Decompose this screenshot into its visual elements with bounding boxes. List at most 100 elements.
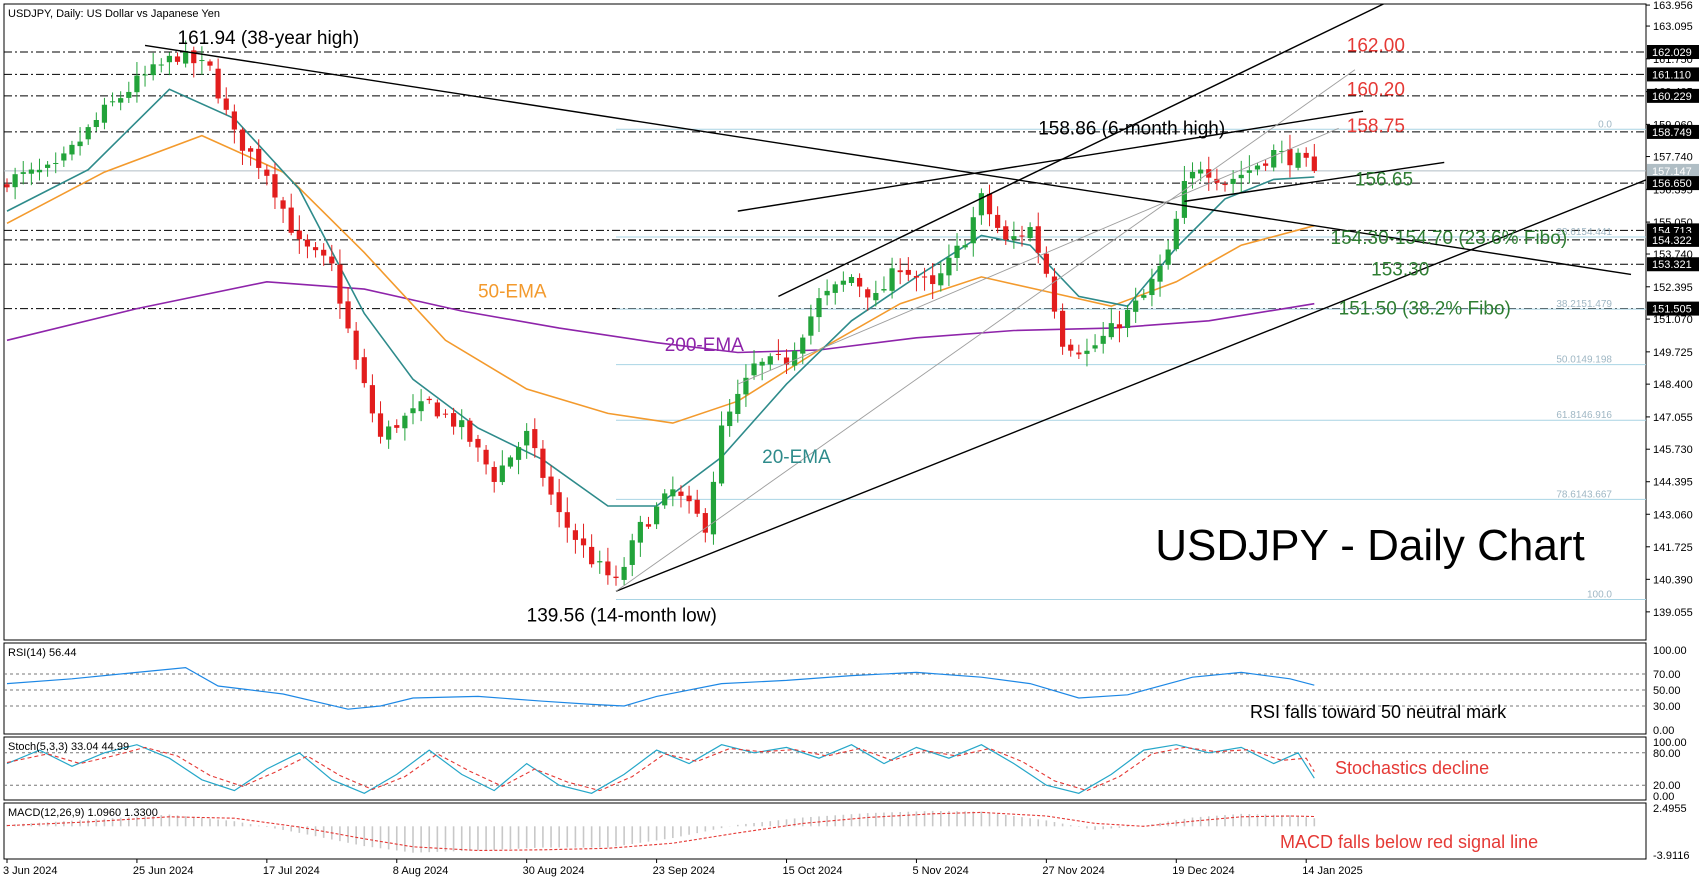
candle-body <box>288 207 294 233</box>
y-tick-label: 145.730 <box>1653 444 1693 456</box>
y-tick-label: 143.060 <box>1653 509 1693 521</box>
trendline <box>144 44 1632 276</box>
candle <box>921 267 928 291</box>
candle <box>499 450 505 486</box>
y-tick-label: 157.740 <box>1653 152 1693 164</box>
candle-body <box>101 104 108 123</box>
candle-body <box>792 350 798 366</box>
candle-body <box>1149 278 1155 296</box>
macd-panel: 2.4955 -3.9116 <box>6 803 1690 862</box>
candle-body <box>28 169 34 174</box>
price-tag: 162.029 <box>1647 45 1699 60</box>
candle <box>735 379 741 423</box>
candle-body <box>946 257 952 276</box>
candle-body <box>921 276 928 278</box>
candle <box>126 81 132 103</box>
price-tag-label: 151.505 <box>1652 304 1692 316</box>
candle-body <box>1303 152 1309 158</box>
candle <box>930 263 936 299</box>
y-tick-label: 144.395 <box>1653 477 1693 489</box>
candle <box>654 502 660 530</box>
candle <box>524 423 530 459</box>
candle <box>337 249 343 319</box>
candle <box>61 146 67 167</box>
candle <box>1246 155 1252 184</box>
candle-body <box>296 230 302 240</box>
candle-body <box>1133 300 1139 312</box>
candle <box>597 550 603 574</box>
candle <box>215 58 221 104</box>
candle-body <box>1189 171 1196 179</box>
candle <box>1133 287 1139 323</box>
rsi-annotation: RSI falls toward 50 neutral mark <box>1250 702 1507 722</box>
candle <box>426 396 432 404</box>
candle-body <box>783 357 790 365</box>
candle <box>727 399 733 437</box>
candle-body <box>109 101 116 103</box>
candle <box>1003 220 1009 245</box>
price-tag-box <box>1647 124 1699 139</box>
x-tick-label: 5 Nov 2024 <box>912 865 968 877</box>
candle-body <box>1157 265 1163 282</box>
annotation: 20-EMA <box>762 447 831 468</box>
candle <box>483 445 489 475</box>
rsi-tick-label: 0.00 <box>1653 725 1674 737</box>
candle <box>256 139 262 179</box>
candle-body <box>1287 148 1293 166</box>
candle <box>304 234 311 259</box>
candle-body <box>930 275 936 285</box>
stoch-k-line <box>6 744 1315 794</box>
candle-body <box>1084 350 1090 354</box>
annotation: 153.30 <box>1371 260 1429 281</box>
candle <box>93 112 99 132</box>
price-tag: 160.229 <box>1647 88 1699 103</box>
candle-body <box>970 217 976 244</box>
candle-body <box>459 420 465 428</box>
candle-body <box>686 495 692 502</box>
fib-label: 23.6154.441 <box>1556 227 1612 238</box>
candle <box>53 152 59 174</box>
stoch-tick-label: 80.00 <box>1653 748 1681 760</box>
candle <box>767 353 773 370</box>
candle <box>710 471 717 545</box>
candle <box>329 244 335 272</box>
candle <box>694 489 700 518</box>
macd-label: MACD(12,26,9) 1.0960 1.3300 <box>8 807 158 819</box>
x-tick-label: 8 Aug 2024 <box>393 865 449 877</box>
candle-body <box>873 292 879 301</box>
candle <box>978 188 984 225</box>
candle-body <box>272 174 278 198</box>
thin-trendline <box>615 69 1356 592</box>
candle <box>670 476 676 507</box>
candle <box>1157 254 1163 297</box>
stoch-tick-label: 100.00 <box>1653 737 1687 749</box>
candle-body <box>150 64 156 76</box>
candle-body <box>743 377 749 395</box>
main-panel-frame <box>3 3 1647 641</box>
candle <box>897 258 903 285</box>
candle <box>686 485 692 514</box>
candle-body <box>377 413 384 437</box>
annotation: 200-EMA <box>665 335 745 356</box>
candle-body <box>410 408 416 414</box>
candle-body <box>1027 227 1033 239</box>
candle <box>264 164 270 186</box>
price-tag-box <box>1647 163 1699 178</box>
candle-body <box>142 74 148 76</box>
candle-body <box>1060 310 1066 347</box>
y-tick-label: 141.725 <box>1653 542 1693 554</box>
y-tick-label: 149.725 <box>1653 347 1693 359</box>
candle-body <box>353 330 359 360</box>
candle <box>491 461 497 493</box>
trendline <box>737 110 1364 212</box>
price-tag-label: 161.110 <box>1652 69 1691 81</box>
candle-body <box>735 393 741 414</box>
candle-body <box>1011 236 1017 240</box>
candle-body <box>938 273 944 286</box>
candle <box>743 364 749 407</box>
candle-body <box>540 448 546 478</box>
candle-body <box>629 540 635 565</box>
candle <box>751 350 757 380</box>
candle <box>564 497 570 543</box>
